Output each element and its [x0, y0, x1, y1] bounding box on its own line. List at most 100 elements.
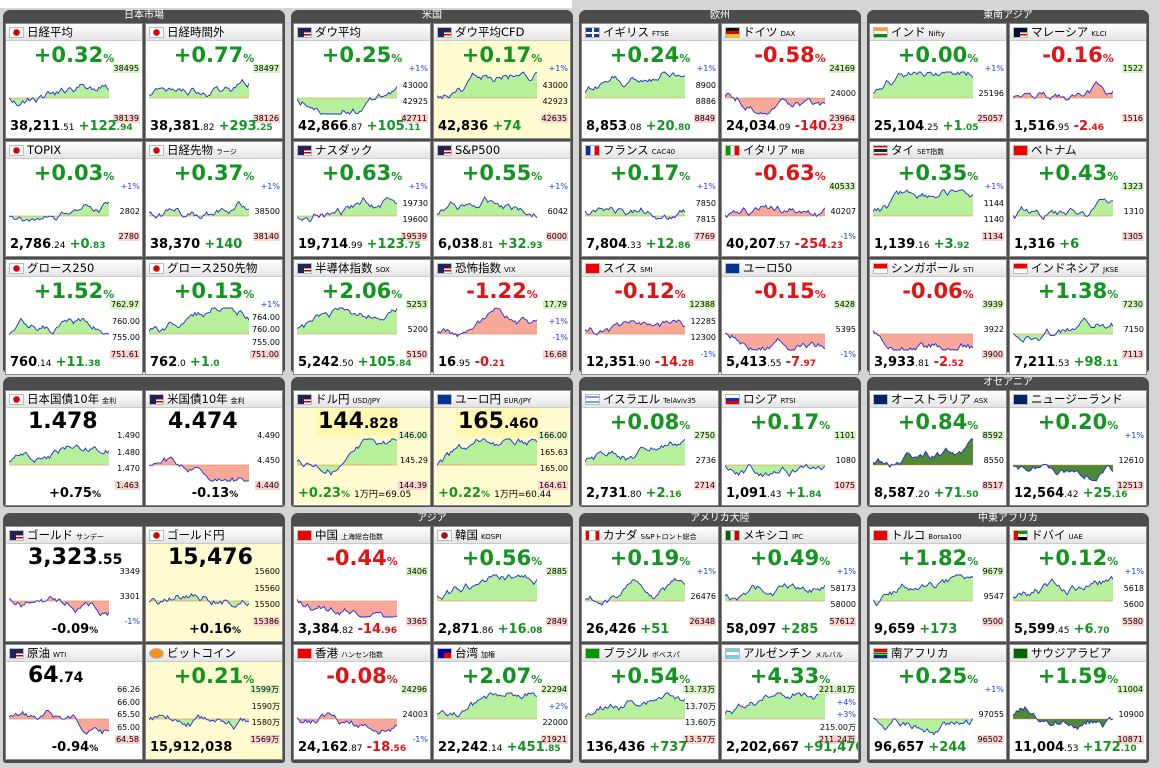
market-cell[interactable]: ダウ平均 +0.25% +1% 43000 42925 42711 42,866.87 +1… [293, 23, 431, 139]
market-name: 台湾 加権 [455, 646, 495, 660]
market-cell[interactable]: マレーシア KLCI -0.16% 1522 1516 1,516.95 -2.46 [1009, 23, 1147, 139]
market-cell[interactable]: インドネシア JKSE +1.38% 7230 7150 7113 7,211.53 +98… [1009, 259, 1147, 375]
market-cell[interactable]: ドバイ UAE +0.12% +1% 5618 5600 5580 5,599.45 +6.7… [1009, 526, 1147, 642]
axis-tick: 3406 [405, 567, 428, 576]
market-cell[interactable]: ユーロ円 EUR/JPY 165.460 166.00 165.63 165.00 164.… [433, 390, 571, 506]
market-cell[interactable]: 韓国 KOSPI +0.56% 2885 2849 2,871.86 +16.08 [433, 526, 571, 642]
change-percent: +0.75% [49, 486, 101, 501]
market-cell[interactable]: 米国債10年 金利 4.474 4.490 4.450 4.440 -0.13% [145, 390, 283, 506]
market-cell[interactable]: 台湾 加権 +2.07% 22294 +2% 22000 21921 22,242.14 +4… [433, 644, 571, 760]
panel-7: オセアニア オーストラリア ASX +0.84% 8592 8550 8517 8,587.2… [867, 377, 1149, 507]
market-name: TOPIX [27, 143, 62, 157]
market-cell[interactable]: トルコ Borsa100 +1.82% 9679 9547 9500 9,659 +173 [869, 526, 1007, 642]
cell-header: インドネシア JKSE [1010, 260, 1146, 277]
axis-tick: -1% [124, 617, 140, 626]
market-name: オーストラリア ASX [891, 392, 988, 406]
axis-tick: 38495 [112, 64, 140, 73]
market-cell[interactable]: 日経時間外 +0.77% 38497 38126 38,381.82 +293.25 [145, 23, 283, 139]
cell-header: ビットコイン [146, 645, 282, 662]
axis-tick: 9500 [981, 617, 1004, 626]
cell-header: ゴールド円 [146, 527, 282, 544]
market-cell[interactable]: S&P500 +0.55% +1% 6042 6000 6,038.81 +32.93 [433, 141, 571, 257]
flag-icon [873, 27, 888, 38]
market-cell[interactable]: ブラジル ボベスパ +0.54% 13.73万 13.70万 13.60万 13.57万 13… [581, 644, 719, 760]
market-cell[interactable]: フランス CAC40 +0.17% +1% 7850 7815 7769 7,804.33 +… [581, 141, 719, 257]
market-cell[interactable]: グロース250 +1.52% 762.97 760.00 755.00 751.61 760… [5, 259, 143, 375]
market-cell[interactable]: シンガポール STI -0.06% 3939 3922 3900 3,933.81 -2.5… [869, 259, 1007, 375]
axis-tick: 1080 [835, 456, 856, 465]
market-cell[interactable]: 日本国債10年 金利 1.478 1.490 1.480 1.470 1.463 +0.75% [5, 390, 143, 506]
value-row: 8,853.08 +20.80 [586, 119, 691, 134]
market-cell[interactable]: タイ SET指数 +0.35% +1% 1144 1140 1134 1,139.16 +3.… [869, 141, 1007, 257]
market-cell[interactable]: ユーロ50 -0.15% 5428 5395 -1% 5,413.55 -7.97 [721, 259, 859, 375]
market-cell[interactable]: ドル円 USD/JPY 144.828 146.00 145.29 144.39 +0.23… [293, 390, 431, 506]
market-cell[interactable]: オーストラリア ASX +0.84% 8592 8550 8517 8,587.20 +71… [869, 390, 1007, 506]
market-cell[interactable]: TOPIX +0.03% +1% 2802 2780 2,786.24 +0.83 [5, 141, 143, 257]
axis-tick: 165.63 [540, 448, 568, 457]
market-cell[interactable]: 恐怖指数 VIX -1.22% 17.79 +1% -1% 16.68 16.95 -0.21 [433, 259, 571, 375]
market-cell[interactable]: 南アフリカ +0.25% +1% 97055 96502 96,657 +244 [869, 644, 1007, 760]
cell-header: 日経先物 ラージ [146, 142, 282, 159]
axis-tick: 2714 [693, 481, 716, 490]
market-cell[interactable]: 半導体指数 SOX +2.06% 5253 5200 5150 5,242.50 +105.… [293, 259, 431, 375]
market-cell[interactable]: メキシコ IPC +0.49% +1% 58173 58000 57612 58,097 +2… [721, 526, 859, 642]
axis-tick: +1% [696, 182, 716, 191]
market-cell[interactable]: サウジアラビア +1.59% 11004 10900 10871 11,004.53 +1… [1009, 644, 1147, 760]
flag-icon [725, 145, 740, 156]
axis-tick: 4.440 [255, 481, 280, 490]
price-chart [149, 68, 249, 118]
flag-icon [149, 145, 164, 156]
market-cell[interactable]: インド Nifty +0.00% +1% 25196 25057 25,104.25 +1.… [869, 23, 1007, 139]
axis-tick: 144.39 [398, 481, 428, 490]
axis-tick: +1% [408, 64, 428, 73]
flag-icon [149, 530, 164, 541]
value-row: 26,426 +51 [586, 622, 670, 637]
market-cell[interactable]: ニュージーランド +0.20% +1% 12610 12513 12,564.42 +25… [1009, 390, 1147, 506]
market-cell[interactable]: ゴールド円 15,476 15600 15560 15500 15386 +0.16% [145, 526, 283, 642]
market-cell[interactable]: アルゼンチン メルバル +4.33% 221.81万 +4% +3% 215.00万 211.… [721, 644, 859, 760]
market-cell[interactable]: ドイツ DAX -0.58% 24169 24000 23964 24,034.09 -14… [721, 23, 859, 139]
market-cell[interactable]: ロシア RTSI +0.17% 1101 1080 1075 1,091.43 +1.84 [721, 390, 859, 506]
market-cell[interactable]: 日経先物 ラージ +0.37% +1% 38500 38140 38,370 +140 [145, 141, 283, 257]
cell-header: ブラジル ボベスパ [582, 645, 718, 662]
axis-tick: 6042 [547, 207, 568, 216]
market-cell[interactable]: グロース250先物 +0.13% +1% 764.00 760.00 755.00 751.… [145, 259, 283, 375]
flag-icon [1013, 648, 1028, 659]
market-cell[interactable]: イタリア MIB -0.63% 40533 40207 -1% 40,207.57 -254… [721, 141, 859, 257]
cell-header: シンガポール STI [870, 260, 1006, 277]
market-cell[interactable]: ビットコイン +0.21% 1599万 1590万 1580万 1569万 15,912,0… [145, 644, 283, 760]
market-cell[interactable]: ベトナム +0.43% 1323 1310 1305 1,316 +6 [1009, 141, 1147, 257]
market-cell[interactable]: イスラエル TelAviv35 +0.08% 2750 2736 2714 2,731.80… [581, 390, 719, 506]
flag-icon [9, 648, 24, 659]
price-chart [297, 571, 397, 621]
market-cell[interactable]: 日経平均 +0.32% 38495 38139 38,211.51 +122.94 [5, 23, 143, 139]
axis-tick: -1% [700, 350, 716, 359]
market-cell[interactable]: 香港 ハンセン指数 -0.08% 24296 24003 -1% 24,162.87 -18… [293, 644, 431, 760]
market-cell[interactable]: ダウ平均CFD +0.17% +1% 43000 42923 42635 42,836 +7… [433, 23, 571, 139]
market-cell[interactable]: カナダ S&Pトロント総合 +0.19% +1% 26476 26348 26,426 +5… [581, 526, 719, 642]
market-name: ユーロ50 [743, 261, 793, 275]
axis-tick: 1144 [983, 199, 1004, 208]
value-row: 12,351.90 -14.28 [586, 355, 695, 370]
axis-tick: 65.00 [117, 723, 140, 732]
axis-tick: 1305 [1121, 232, 1144, 241]
market-cell[interactable]: 中国 上海総合指数 -0.44% 3406 3365 3,384.82 -14.96 [293, 526, 431, 642]
market-name: カナダ S&Pトロント総合 [603, 528, 697, 542]
market-cell[interactable]: 原油 WTI 64.74 66.26 66.00 65.50 65.00 64.58 -0.94… [5, 644, 143, 760]
axis-tick: 751.61 [110, 350, 140, 359]
axis-tick: 38500 [254, 207, 280, 216]
flag-icon [725, 394, 740, 405]
value-row: 38,381.82 +293.25 [150, 119, 273, 134]
change-percent: +0.25% [321, 43, 403, 67]
axis-tick: 1075 [833, 481, 856, 490]
market-cell[interactable]: スイス SMI -0.12% 12388 12285 12300 -1% 12,351.90 … [581, 259, 719, 375]
change-percent: +0.19% [609, 546, 691, 570]
panel-9: アジア 中国 上海総合指数 -0.44% 3406 3365 3,384.82 -14.96… [291, 513, 573, 763]
market-name: イスラエル TelAviv35 [603, 392, 697, 406]
price-chart [437, 689, 537, 739]
market-cell[interactable]: ゴールド サンデー 3,323.55 3349 3301 -1% -0.09% [5, 526, 143, 642]
cell-header: アルゼンチン メルバル [722, 645, 858, 662]
market-cell[interactable]: イギリス FTSE +0.24% +1% 8900 8886 8849 8,853.08 +2… [581, 23, 719, 139]
market-cell[interactable]: ナスダック +0.63% +1% 19730 19600 19539 19,714.99 +… [293, 141, 431, 257]
panel-title: 米国 [422, 10, 442, 21]
